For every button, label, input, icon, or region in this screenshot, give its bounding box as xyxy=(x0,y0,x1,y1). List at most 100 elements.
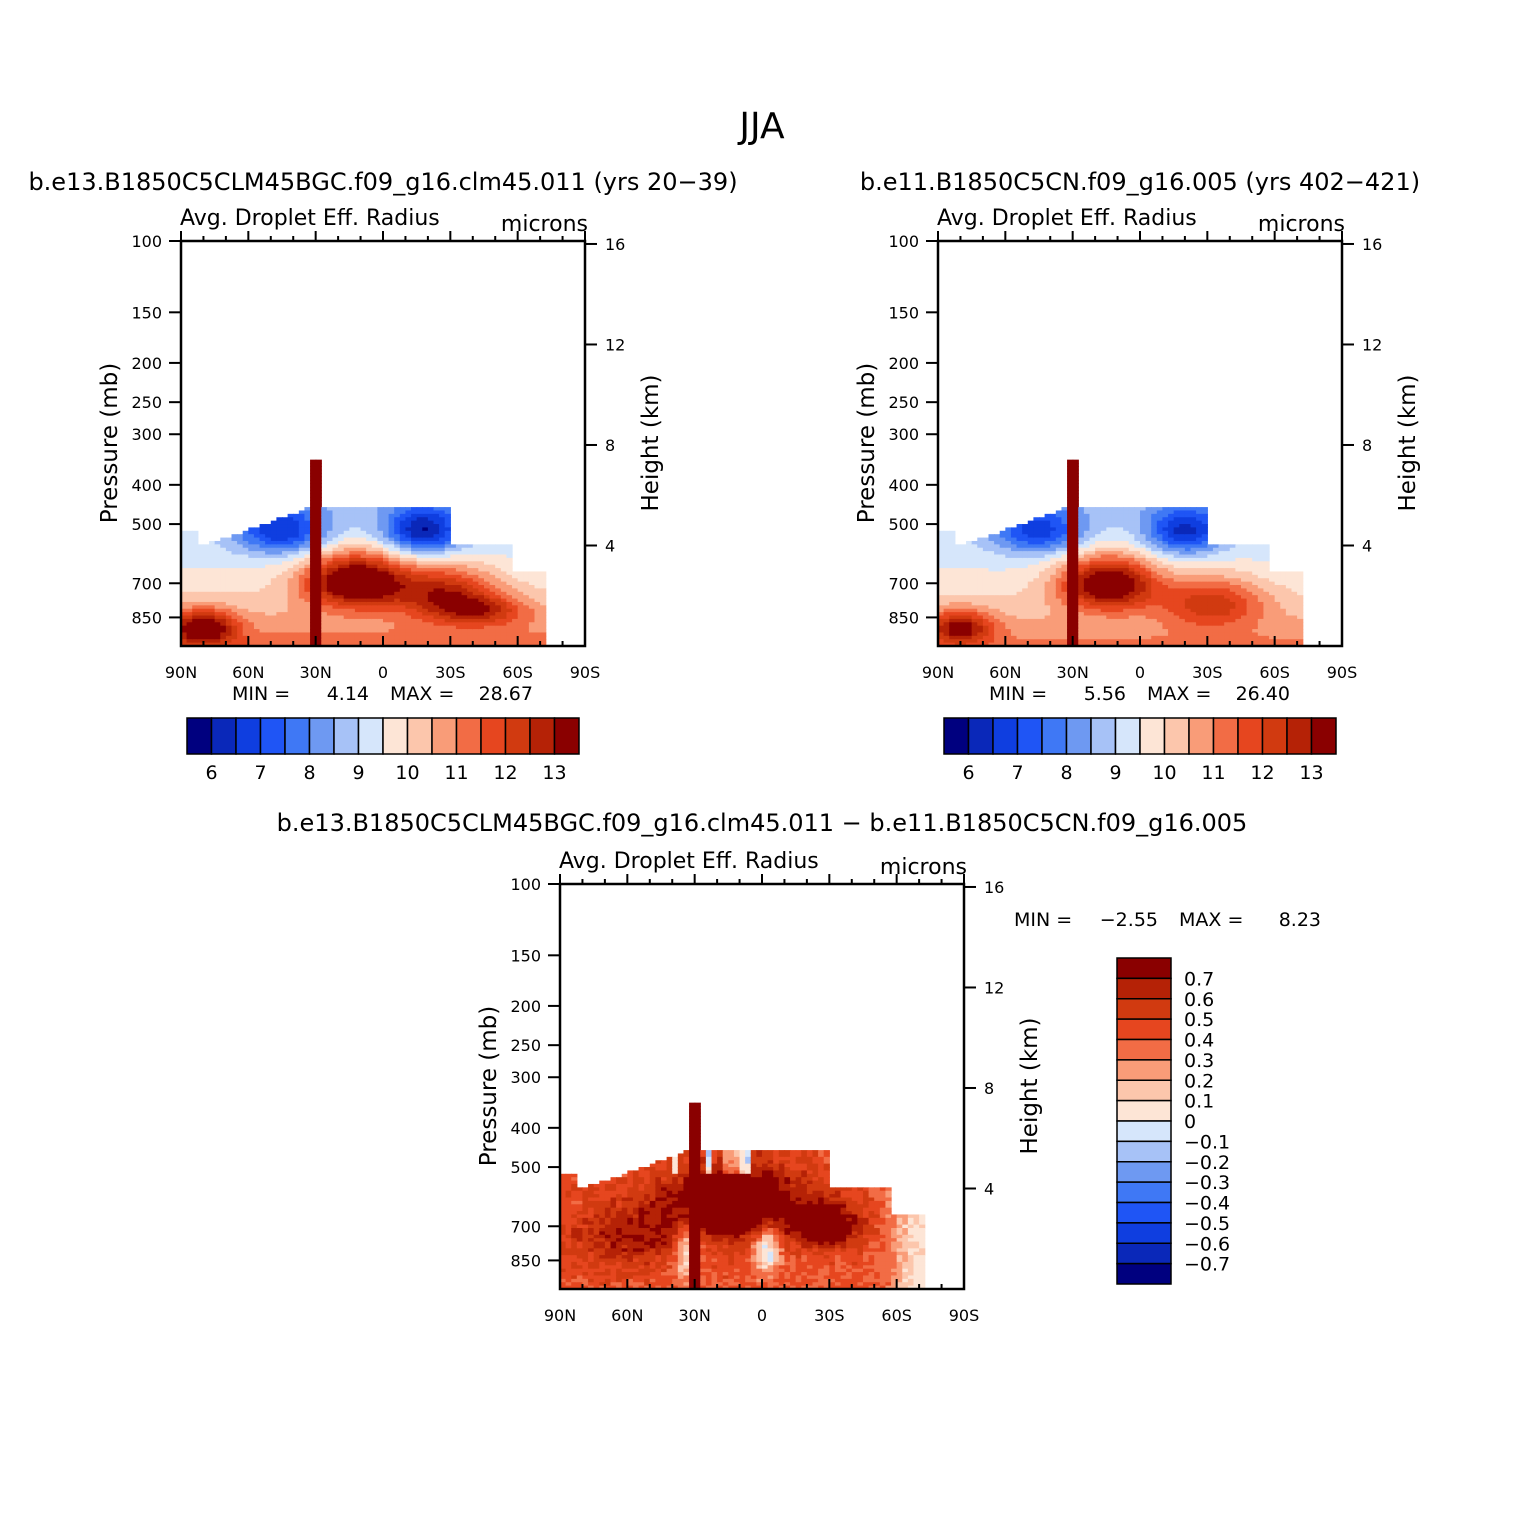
field-cell xyxy=(1089,557,1096,562)
field-cell xyxy=(411,608,418,613)
field-cell xyxy=(1067,601,1074,606)
field-cell xyxy=(1067,639,1074,644)
field-cell xyxy=(248,588,255,593)
field-cell xyxy=(371,635,378,640)
field-cell xyxy=(1078,530,1085,535)
field-cell xyxy=(1067,496,1074,501)
field-cell xyxy=(571,1207,578,1212)
field-cell xyxy=(949,591,956,596)
field-cell xyxy=(310,598,317,603)
field-cell xyxy=(1196,557,1203,562)
field-cell xyxy=(220,639,227,644)
field-cell xyxy=(1168,524,1175,529)
field-cell xyxy=(949,639,956,644)
field-cell xyxy=(1055,608,1063,613)
field-cell xyxy=(1067,547,1074,552)
field-cell xyxy=(1212,639,1220,644)
field-cell xyxy=(338,612,345,617)
field-cell xyxy=(1083,557,1091,562)
field-cell xyxy=(338,534,345,539)
field-cell xyxy=(298,561,306,566)
field-cell xyxy=(565,1211,572,1216)
field-cell xyxy=(411,520,418,525)
field-cell xyxy=(489,639,496,644)
field-cell xyxy=(444,574,451,579)
field-cell xyxy=(472,605,479,610)
field-cell xyxy=(1027,534,1034,539)
field-cell xyxy=(399,530,407,535)
field-cell xyxy=(1218,585,1225,589)
field-cell xyxy=(310,483,317,488)
field-cell xyxy=(315,500,322,505)
field-cell xyxy=(1027,642,1034,647)
field-cell xyxy=(310,629,317,634)
field-cell xyxy=(310,625,317,630)
field-cell xyxy=(938,551,945,556)
field-cell xyxy=(1005,625,1012,630)
field-cell xyxy=(332,544,339,549)
field-cell xyxy=(242,547,249,552)
field-cell xyxy=(354,635,362,640)
field-cell xyxy=(422,601,429,606)
field-cell xyxy=(489,561,496,566)
field-cell xyxy=(1263,547,1270,552)
field-cell xyxy=(343,534,350,539)
y-tick-label: 850 xyxy=(131,608,162,627)
field-cell xyxy=(500,544,508,549)
field-cell xyxy=(181,612,188,617)
field-cell xyxy=(394,622,401,627)
field-cell xyxy=(354,622,362,627)
field-cell xyxy=(971,595,978,600)
field-cell xyxy=(310,540,317,545)
field-cell xyxy=(366,524,373,529)
field-cell xyxy=(332,588,339,593)
field-cell xyxy=(971,612,978,617)
field-cell xyxy=(1201,540,1208,545)
field-cell xyxy=(467,551,474,556)
field-cell xyxy=(1285,629,1293,634)
field-cell xyxy=(450,625,457,630)
field-cell xyxy=(982,601,990,606)
field-cell xyxy=(1055,601,1063,606)
field-cell xyxy=(1190,510,1197,515)
field-cell xyxy=(304,551,311,556)
field-cell xyxy=(265,612,272,617)
field-cell xyxy=(416,540,423,545)
field-cell xyxy=(422,595,429,600)
field-cell xyxy=(343,527,350,532)
field-cell xyxy=(1224,629,1231,634)
field-cell xyxy=(1106,581,1113,586)
field-cell xyxy=(472,554,479,559)
field-cell xyxy=(1201,513,1208,518)
field-cell xyxy=(571,1238,578,1243)
field-cell xyxy=(237,564,244,569)
field-cell xyxy=(484,551,491,556)
field-cell xyxy=(231,601,238,606)
field-cell xyxy=(571,1214,578,1219)
field-cell xyxy=(270,605,277,610)
field-cell xyxy=(576,1204,584,1209)
field-cell xyxy=(1190,524,1197,529)
field-cell xyxy=(209,585,216,589)
field-cell xyxy=(1022,639,1029,644)
field-cell xyxy=(377,598,384,603)
field-cell xyxy=(192,561,199,566)
field-cell xyxy=(943,625,950,630)
field-cell xyxy=(506,547,513,552)
field-cell xyxy=(1252,574,1259,579)
field-cell xyxy=(478,605,485,610)
field-cell xyxy=(186,568,193,573)
field-cell xyxy=(248,557,255,562)
field-cell xyxy=(1010,588,1018,593)
field-cell xyxy=(1111,585,1119,589)
field-cell xyxy=(489,618,496,623)
field-cell xyxy=(248,564,255,569)
field-cell xyxy=(500,557,508,562)
field-cell xyxy=(489,585,496,589)
field-cell xyxy=(517,588,524,593)
field-cell xyxy=(321,571,328,576)
field-cell xyxy=(394,581,401,586)
field-cell xyxy=(1190,571,1197,576)
field-cell xyxy=(377,578,384,583)
field-cell xyxy=(1089,517,1096,522)
